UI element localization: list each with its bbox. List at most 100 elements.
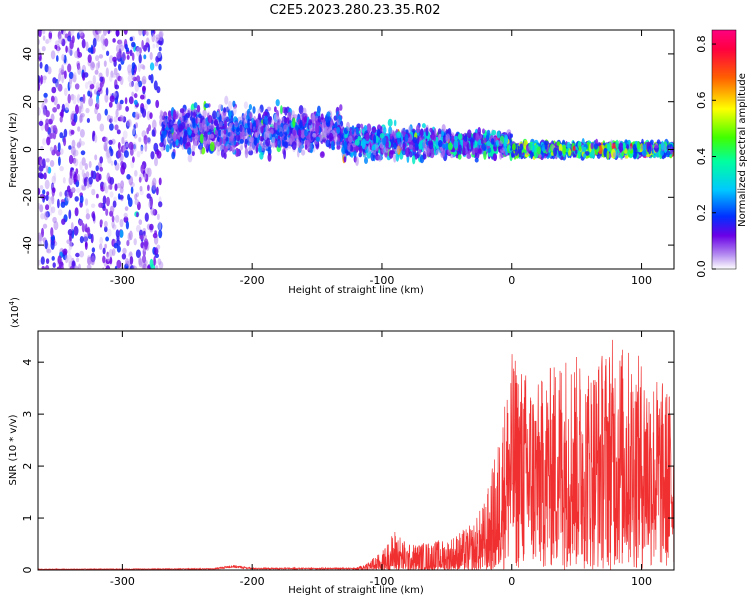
spectral-cell bbox=[50, 113, 55, 122]
spectral-cell bbox=[57, 198, 60, 209]
spectral-cell bbox=[123, 150, 129, 158]
spectral-cell bbox=[124, 97, 128, 105]
spectral-cell bbox=[38, 202, 41, 209]
spectral-cell bbox=[79, 129, 85, 138]
spectral-cell bbox=[104, 185, 109, 194]
spectral-cell bbox=[38, 165, 44, 172]
spectral-cell bbox=[63, 128, 68, 138]
spectral-cell bbox=[140, 164, 145, 170]
spectral-cell bbox=[248, 104, 252, 111]
spectral-cell bbox=[280, 105, 283, 115]
spectral-cell bbox=[306, 146, 310, 151]
spectral-cell bbox=[304, 115, 308, 122]
spectral-cell bbox=[247, 118, 251, 128]
spectral-cell bbox=[270, 129, 274, 135]
spectral-cell bbox=[67, 63, 72, 73]
spectral-cell bbox=[103, 142, 108, 152]
spectral-cell bbox=[248, 112, 253, 117]
spectral-cell bbox=[69, 265, 74, 269]
spectral-cell bbox=[186, 108, 192, 113]
spectral-cell bbox=[77, 65, 82, 75]
spectral-cell bbox=[172, 132, 177, 142]
spectral-cell bbox=[114, 265, 118, 269]
spectral-cell bbox=[336, 126, 341, 134]
spectral-cell bbox=[112, 200, 117, 208]
spectral-cell bbox=[606, 150, 610, 160]
spectral-cell bbox=[155, 99, 160, 109]
spectral-cell bbox=[52, 187, 56, 193]
spectral-cell bbox=[39, 193, 45, 199]
spectral-cell bbox=[196, 104, 201, 113]
spectral-cell bbox=[80, 99, 84, 110]
spectral-cell bbox=[163, 138, 167, 146]
spectral-cell bbox=[144, 240, 148, 250]
spectral-cell bbox=[65, 195, 70, 202]
spectral-cell bbox=[150, 207, 156, 216]
spectral-cell bbox=[137, 62, 141, 73]
spectral-cell bbox=[59, 166, 64, 172]
spectral-cell bbox=[475, 132, 480, 142]
spectral-cell bbox=[661, 140, 664, 151]
spectral-cell bbox=[96, 34, 101, 43]
spectral-cell bbox=[257, 119, 261, 126]
spectral-cell bbox=[45, 158, 50, 163]
spectral-cell bbox=[650, 139, 654, 145]
spectral-cell bbox=[414, 142, 418, 148]
spectral-cell bbox=[76, 142, 82, 148]
spectral-cell bbox=[110, 115, 114, 123]
spectral-cell bbox=[38, 120, 44, 127]
spectral-cell bbox=[121, 51, 127, 62]
spectral-cell bbox=[284, 107, 288, 116]
spectral-cell bbox=[141, 255, 147, 264]
spectral-cell bbox=[133, 93, 138, 99]
spectral-cell bbox=[134, 193, 138, 200]
spectral-cell bbox=[375, 142, 379, 152]
spectral-cell bbox=[48, 30, 54, 33]
spectral-cell bbox=[304, 129, 308, 137]
spectral-cell bbox=[59, 116, 63, 123]
spectral-cell bbox=[187, 147, 192, 155]
spectral-cell bbox=[336, 145, 341, 150]
spectral-cell bbox=[126, 240, 130, 247]
y-tick-label: 3 bbox=[21, 411, 34, 418]
spectral-cell bbox=[124, 43, 128, 50]
spectral-cell bbox=[53, 144, 57, 154]
spectral-cell bbox=[141, 39, 144, 49]
spectral-cell bbox=[109, 123, 114, 131]
spectral-cell bbox=[138, 176, 142, 183]
spectral-cell bbox=[145, 31, 149, 36]
spectral-cell bbox=[435, 149, 440, 155]
spectral-cell bbox=[96, 98, 100, 108]
spectral-cell bbox=[69, 81, 72, 89]
spectral-cell bbox=[75, 104, 79, 115]
spectral-cell bbox=[143, 30, 147, 36]
spectral-cell bbox=[204, 103, 210, 109]
spectral-cell bbox=[69, 39, 74, 50]
spectral-cell bbox=[223, 107, 227, 113]
spectral-cell bbox=[283, 117, 288, 124]
spectral-cell bbox=[76, 93, 81, 104]
spectral-cell bbox=[224, 120, 227, 130]
spectral-cell bbox=[135, 224, 141, 233]
spectral-cell bbox=[413, 137, 418, 144]
spectral-cell bbox=[428, 141, 434, 150]
spectral-cell bbox=[621, 151, 625, 157]
spectral-cell bbox=[81, 38, 86, 49]
spectral-cell bbox=[143, 173, 147, 180]
spectral-cell bbox=[111, 220, 115, 229]
spectral-cell bbox=[612, 152, 617, 158]
spectral-cell bbox=[68, 209, 72, 220]
spectral-cell bbox=[87, 90, 91, 97]
spectral-cell bbox=[150, 151, 155, 160]
spectral-cell bbox=[458, 144, 462, 154]
spectral-cell bbox=[96, 112, 102, 122]
spectral-cell bbox=[96, 193, 99, 199]
spectral-cell bbox=[499, 152, 503, 160]
spectral-cell bbox=[124, 206, 129, 211]
spectrogram-y-ticks: -40 -20 0 20 40 bbox=[21, 47, 674, 254]
spectral-cell bbox=[202, 109, 207, 118]
spectral-cell bbox=[144, 103, 148, 111]
spectral-cell bbox=[420, 128, 424, 137]
y-tick-label: 4 bbox=[21, 359, 34, 366]
